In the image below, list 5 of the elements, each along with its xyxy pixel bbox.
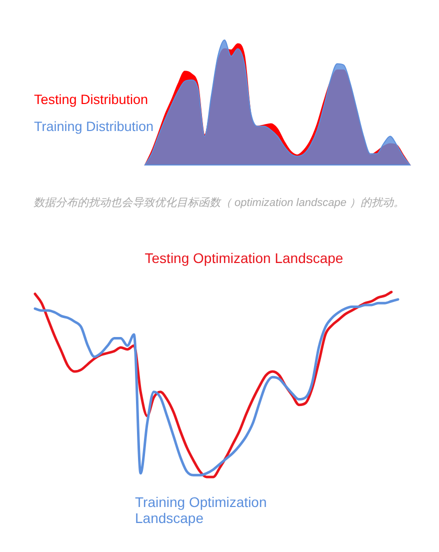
text: Testing Optimization Landscape (144, 250, 344, 266)
series-label: Training Distribution (34, 119, 154, 134)
series-label: Training Optimization Landscape (135, 494, 267, 526)
text: 数据分布的扰动也会导致优化目标函数（ optimization landscape ）的扰动。 (33, 196, 405, 209)
series-label: Testing Distribution (34, 92, 148, 107)
